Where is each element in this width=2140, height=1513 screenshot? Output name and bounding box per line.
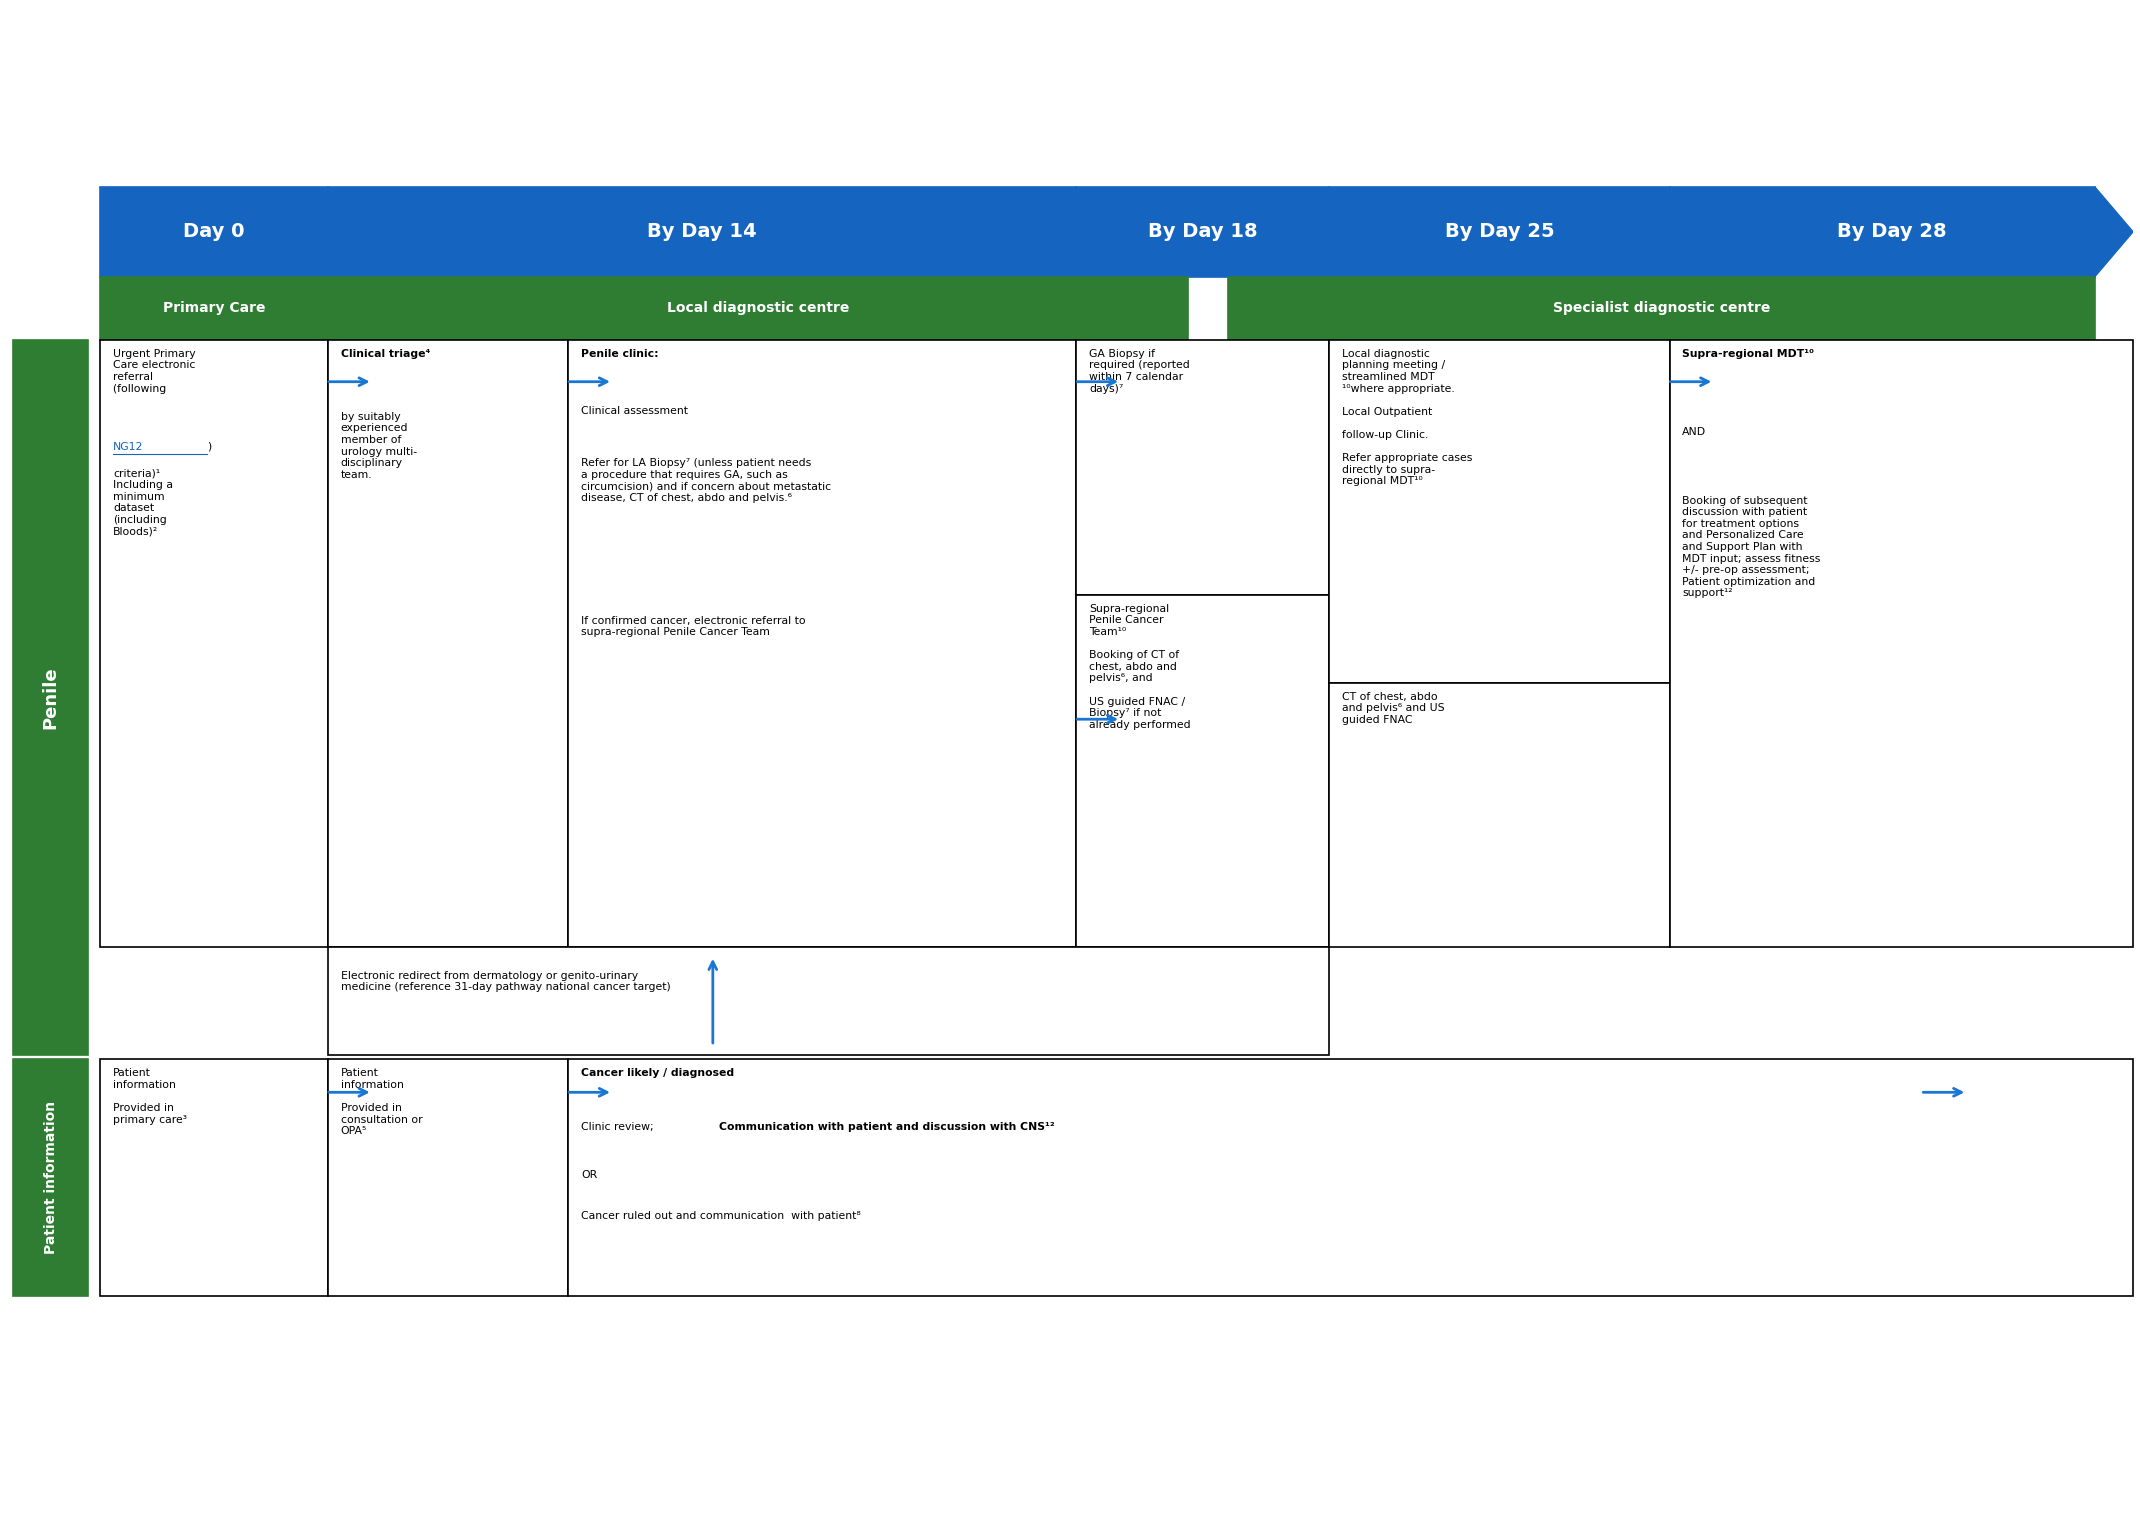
Bar	[327, 277, 1188, 340]
Bar	[327, 340, 569, 947]
Text: GA Biopsy if
required (reported
within 7 calendar
days)⁷: GA Biopsy if required (reported within 7…	[1089, 348, 1190, 393]
Text: Penile: Penile	[41, 666, 60, 729]
Bar	[569, 1059, 2134, 1297]
Text: By Day 14: By Day 14	[648, 222, 758, 241]
Bar	[1329, 682, 1669, 947]
Text: /: /	[1205, 301, 1211, 315]
Bar	[1228, 277, 2095, 340]
Text: CT of chest, abdo
and pelvis⁶ and US
guided FNAC: CT of chest, abdo and pelvis⁶ and US gui…	[1342, 691, 1444, 725]
Bar	[1329, 340, 1669, 682]
Text: Local diagnostic centre: Local diagnostic centre	[668, 301, 850, 315]
Text: Clinical assessment: Clinical assessment	[580, 405, 687, 416]
Bar	[1076, 595, 1329, 947]
Text: Patient
information

Provided in
primary care³: Patient information Provided in primary …	[113, 1068, 188, 1124]
Text: Day 0: Day 0	[184, 222, 244, 241]
Text: Clinic review;: Clinic review;	[580, 1123, 657, 1132]
Bar	[101, 1059, 327, 1297]
Text: criteria)¹
Including a
minimum
dataset
(including
Bloods)²: criteria)¹ Including a minimum dataset (…	[113, 469, 173, 537]
Bar	[1076, 186, 1329, 277]
Bar	[1076, 340, 1329, 595]
Bar	[327, 1059, 569, 1297]
Text: By Day 25: By Day 25	[1444, 222, 1554, 241]
Text: Specialist diagnostic centre: Specialist diagnostic centre	[1554, 301, 1770, 315]
Bar	[1669, 340, 2134, 947]
Bar	[101, 277, 327, 340]
Text: Supra-regional MDT¹⁰: Supra-regional MDT¹⁰	[1682, 348, 1815, 359]
Bar	[101, 340, 327, 947]
Text: Primary Care: Primary Care	[163, 301, 265, 315]
Text: Penile clinic:: Penile clinic:	[580, 348, 659, 359]
Text: Supra-regional
Penile Cancer
Team¹⁰

Booking of CT of
chest, abdo and
pelvis⁶, a: Supra-regional Penile Cancer Team¹⁰ Book…	[1089, 604, 1190, 729]
Text: By Day 28: By Day 28	[1836, 222, 1947, 241]
Text: AND: AND	[1682, 427, 1706, 437]
Bar	[569, 340, 1076, 947]
Bar	[1329, 186, 1669, 277]
Bar	[13, 340, 88, 1055]
Text: If confirmed cancer, electronic referral to
supra-regional Penile Cancer Team: If confirmed cancer, electronic referral…	[580, 616, 805, 637]
Text: OR: OR	[580, 1170, 597, 1180]
Text: By Day 18: By Day 18	[1147, 222, 1258, 241]
Text: Patient information: Patient information	[43, 1101, 58, 1254]
Text: Cancer ruled out and communication  with patient⁸: Cancer ruled out and communication with …	[580, 1210, 860, 1221]
Text: Refer for LA Biopsy⁷ (unless patient needs
a procedure that requires GA, such as: Refer for LA Biopsy⁷ (unless patient nee…	[580, 458, 830, 502]
Text: Communication with patient and discussion with CNS¹²: Communication with patient and discussio…	[719, 1123, 1055, 1132]
Text: Local diagnostic
planning meeting /
streamlined MDT
¹⁰where appropriate.

Local : Local diagnostic planning meeting / stre…	[1342, 348, 1472, 486]
Text: Cancer likely / diagnosed: Cancer likely / diagnosed	[580, 1068, 734, 1079]
Bar	[327, 947, 1329, 1055]
Bar	[327, 186, 1076, 277]
Bar	[1669, 186, 2095, 277]
Bar	[101, 186, 327, 277]
Text: Booking of subsequent
discussion with patient
for treatment options
and Personal: Booking of subsequent discussion with pa…	[1682, 496, 1821, 599]
Text: NG12: NG12	[113, 442, 143, 452]
Text: Patient
information

Provided in
consultation or
OPA⁵: Patient information Provided in consulta…	[340, 1068, 422, 1136]
Text: by suitably
experienced
member of
urology multi-
disciplinary
team.: by suitably experienced member of urolog…	[340, 412, 417, 480]
Text: Urgent Primary
Care electronic
referral
(following: Urgent Primary Care electronic referral …	[113, 348, 197, 393]
Polygon shape	[2095, 186, 2134, 277]
Bar	[13, 1059, 88, 1297]
Text: Clinical triage⁴: Clinical triage⁴	[340, 348, 430, 359]
Text: Electronic redirect from dermatology or genito-urinary
medicine (reference 31-da: Electronic redirect from dermatology or …	[340, 971, 670, 993]
Text: ): )	[208, 442, 212, 452]
